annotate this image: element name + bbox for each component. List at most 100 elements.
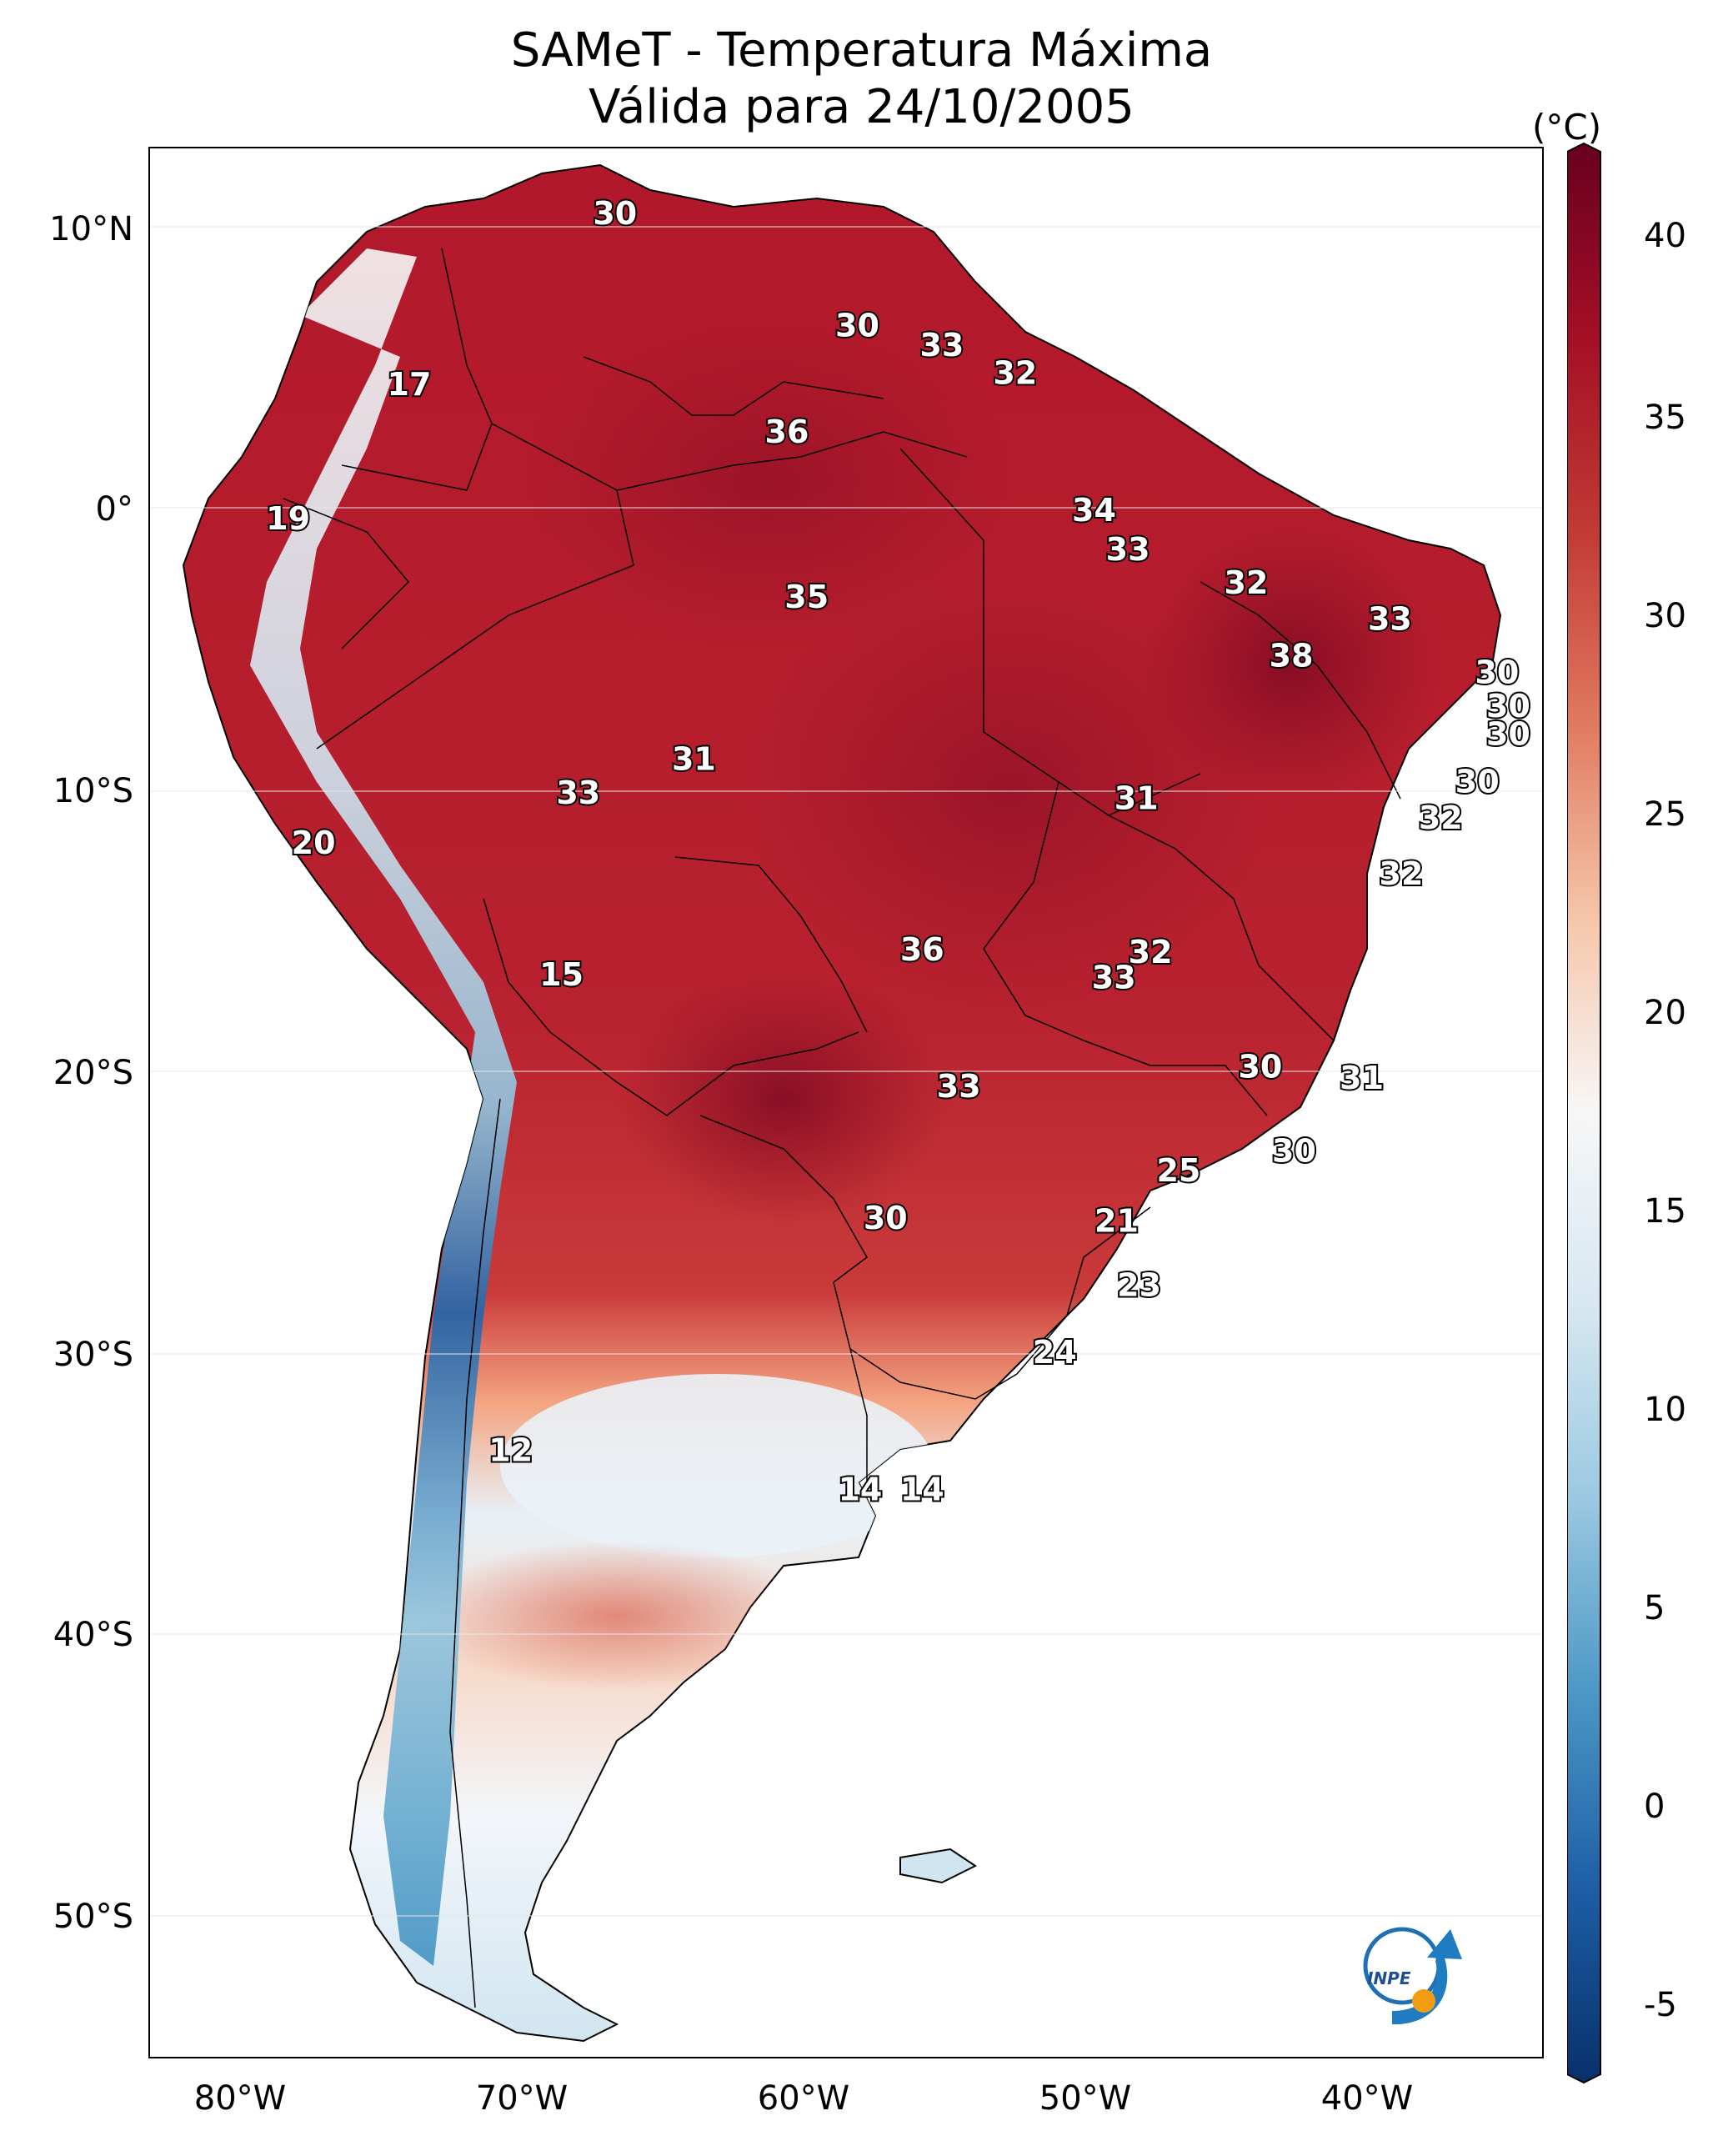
isotherm-label: 36 <box>900 931 944 968</box>
colorbar <box>1567 142 1601 2084</box>
lon-label-70w: 70°W <box>475 2079 568 2118</box>
lat-label-30s: 30°S <box>53 1336 133 1374</box>
colorbar-tick-25: 25 <box>1644 795 1686 834</box>
isotherm-label: 32 <box>1129 934 1173 970</box>
hot-spot-chaco <box>617 974 950 1224</box>
isotherm-label: 31 <box>1114 780 1159 817</box>
isotherm-label: 30 <box>835 307 879 343</box>
colorbar-tick-15: 15 <box>1644 1192 1686 1231</box>
border-ecuador <box>283 498 410 649</box>
logo-arrow-icon <box>1427 1929 1462 1959</box>
isotherm-label: 36 <box>765 414 809 450</box>
colorbar-unit: (°C) <box>1532 107 1602 148</box>
isotherm-label: 33 <box>1368 601 1412 638</box>
lat-label-20s: 20°S <box>53 1054 133 1092</box>
isotherm-label: 30 <box>1486 715 1530 752</box>
border-states-north <box>899 448 1201 816</box>
isotherm-label: 33 <box>937 1068 981 1105</box>
lat-label-0: 0° <box>95 490 133 529</box>
hot-spot-central <box>742 574 1275 1007</box>
isotherm-label: 25 <box>1156 1152 1200 1189</box>
border-argentina-brazil <box>833 1281 1018 1400</box>
isotherm-label: 38 <box>1270 637 1314 674</box>
isotherm-label: 15 <box>539 956 584 993</box>
border-bolivia-brazil <box>674 856 868 1033</box>
isotherm-label: 19 <box>266 500 310 537</box>
isotherm-label: 33 <box>1106 531 1150 568</box>
lon-label-60w: 60°W <box>757 2079 850 2118</box>
isotherm-label: 32 <box>1419 800 1463 836</box>
isotherm-label: 20 <box>292 825 336 861</box>
border-states-central <box>983 781 1084 1041</box>
isotherm-label: 30 <box>1238 1049 1282 1086</box>
colorbar-tick-30: 30 <box>1644 597 1686 635</box>
isotherm-label: 30 <box>593 195 637 232</box>
lat-label-40s: 40°S <box>53 1616 133 1654</box>
country-borders <box>283 248 1401 2008</box>
map-plot-area: 30 30 33 32 17 36 34 19 33 32 35 33 38 30 30 30 31 33 31 30… <box>148 147 1544 2058</box>
isotherm-label: 30 <box>1455 763 1500 800</box>
border-chile-argentina <box>449 1098 501 2008</box>
temperature-field <box>250 248 1442 1966</box>
colorbar-body <box>1567 142 1601 2084</box>
isotherm-label: 17 <box>388 366 432 403</box>
colorbar-tick-5: 5 <box>1644 1589 1665 1627</box>
isotherm-label: 32 <box>1225 564 1269 601</box>
colorbar-tick-35: 35 <box>1644 399 1686 437</box>
lat-label-10s: 10°S <box>53 772 133 810</box>
border-states-northeast <box>1200 581 1401 800</box>
isotherm-label: 35 <box>784 579 829 615</box>
lon-label-40w: 40°W <box>1320 2079 1414 2118</box>
colorbar-tick-20: 20 <box>1644 994 1686 1032</box>
colorbar-tick-10: 10 <box>1644 1391 1686 1429</box>
isotherm-label: 14 <box>900 1472 944 1508</box>
lon-label-80w: 80°W <box>193 2079 287 2118</box>
border-states-south <box>1016 1206 1151 1375</box>
border-states-southeast <box>1083 1040 1268 1116</box>
hot-spot-amazon <box>517 315 1017 649</box>
border-venezuela-brazil <box>583 356 884 416</box>
isotherm-label: 30 <box>1486 688 1530 725</box>
graticule <box>150 226 1542 1917</box>
colorbar-tick-40: 40 <box>1644 217 1686 255</box>
south-america-landmass <box>182 163 1502 2043</box>
border-states-east <box>1108 815 1335 1041</box>
isotherm-label: 31 <box>672 741 716 778</box>
cool-zone-pampas <box>500 1374 934 1557</box>
colorbar-tick-0: 0 <box>1644 1787 1665 1826</box>
isotherm-label: 33 <box>556 775 600 811</box>
isotherm-label: 34 <box>1072 492 1116 529</box>
chart-title-line1: SAMeT - Temperatura Máxima <box>510 23 1213 78</box>
isotherm-label: 24 <box>1033 1334 1077 1371</box>
logo-text: INPE <box>1367 1968 1411 1988</box>
warm-zone-patagonia <box>417 1541 817 1691</box>
border-uruguay <box>849 1348 868 1482</box>
chart-title-line2: Válida para 24/10/2005 <box>589 80 1134 134</box>
isotherm-label: 30 <box>1475 654 1519 691</box>
isotherm-label: 33 <box>1092 959 1136 995</box>
isotherm-label: 30 <box>1272 1132 1316 1169</box>
border-paraguay <box>699 1115 868 1283</box>
isotherm-label: 31 <box>1340 1060 1384 1096</box>
isotherm-label: 32 <box>993 354 1037 391</box>
border-colombia-peru-brazil <box>316 423 634 750</box>
isotherm-label: 33 <box>919 327 964 364</box>
lon-label-50w: 50°W <box>1039 2079 1132 2118</box>
border-guianas <box>616 431 968 491</box>
border-bolivia <box>483 898 859 1116</box>
isotherm-label: 12 <box>488 1432 533 1469</box>
isotherm-label: 14 <box>838 1472 882 1508</box>
isotherm-label: 30 <box>864 1200 908 1236</box>
logo-sun <box>1412 1989 1435 2013</box>
andes-cold-band <box>250 248 517 1966</box>
isotherm-label: 23 <box>1117 1267 1161 1304</box>
lat-label-50s: 50°S <box>53 1898 133 1936</box>
isotherm-label: 32 <box>1380 855 1424 892</box>
falkland-islands <box>899 1848 977 1884</box>
lat-label-10n: 10°N <box>49 210 133 248</box>
inpe-logo: INPE <box>1363 1927 1462 2025</box>
isotherm-label: 21 <box>1094 1202 1139 1239</box>
colorbar-tick-minus5: -5 <box>1644 1986 1677 2024</box>
